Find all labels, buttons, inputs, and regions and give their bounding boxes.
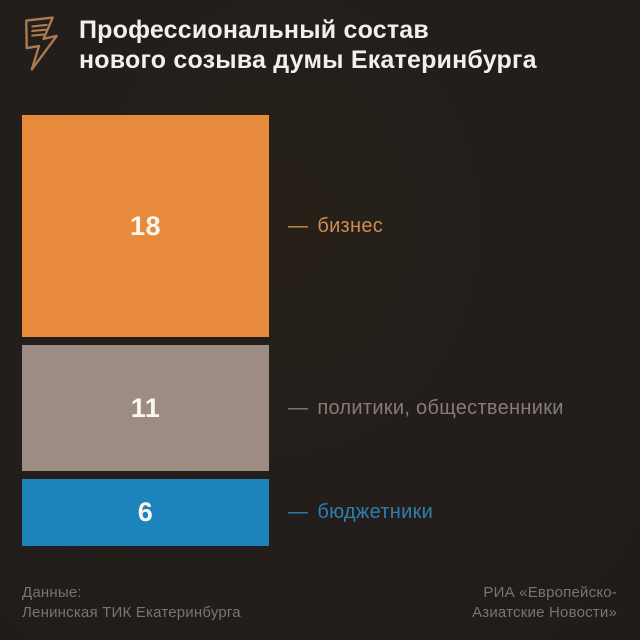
chart-row-politicians: 11 — политики, общественники bbox=[22, 345, 618, 471]
agency-credit-line2: Азиатские Новости» bbox=[472, 603, 617, 621]
legend-dash: — bbox=[288, 396, 309, 419]
page-title: Профессиональный состав нового созыва ду… bbox=[79, 15, 537, 75]
legend-label-politicians: политики, общественники bbox=[317, 396, 564, 419]
bar-value-public-sector: 6 bbox=[137, 497, 154, 527]
legend-politicians: — политики, общественники bbox=[288, 397, 564, 420]
data-source: Данные: Ленинская ТИК Екатеринбурга bbox=[22, 583, 241, 622]
data-source-line2: Ленинская ТИК Екатеринбурга bbox=[22, 603, 241, 621]
footer: Данные: Ленинская ТИК Екатеринбурга РИА … bbox=[22, 583, 617, 622]
ean-lightning-logo-icon bbox=[21, 16, 61, 72]
legend-dash: — bbox=[288, 214, 309, 237]
chart-row-public-sector: 6 — бюджетники bbox=[22, 479, 618, 546]
bar-value-business: 18 bbox=[129, 210, 162, 241]
bar-business: 18 bbox=[22, 115, 269, 337]
page-title-line2: нового созыва думы Екатеринбурга bbox=[79, 46, 537, 74]
legend-business: — бизнес bbox=[288, 215, 383, 238]
bar-chart: 18 — бизнес 11 — политики, общественники… bbox=[22, 115, 618, 554]
page-title-line1: Профессиональный состав bbox=[79, 16, 429, 44]
chart-row-business: 18 — бизнес bbox=[22, 115, 618, 337]
bar-public-sector: 6 bbox=[22, 479, 269, 546]
legend-dash: — bbox=[288, 501, 309, 523]
legend-public-sector: — бюджетники bbox=[288, 501, 433, 524]
legend-label-public-sector: бюджетники bbox=[317, 501, 434, 523]
legend-label-business: бизнес bbox=[317, 214, 384, 237]
data-source-line1: Данные: bbox=[22, 584, 82, 601]
agency-credit: РИА «Европейско- Азиатские Новости» bbox=[472, 583, 617, 622]
bar-politicians: 11 bbox=[22, 345, 269, 471]
bar-value-politicians: 11 bbox=[130, 392, 161, 423]
agency-credit-line1: РИА «Европейско- bbox=[483, 584, 617, 601]
